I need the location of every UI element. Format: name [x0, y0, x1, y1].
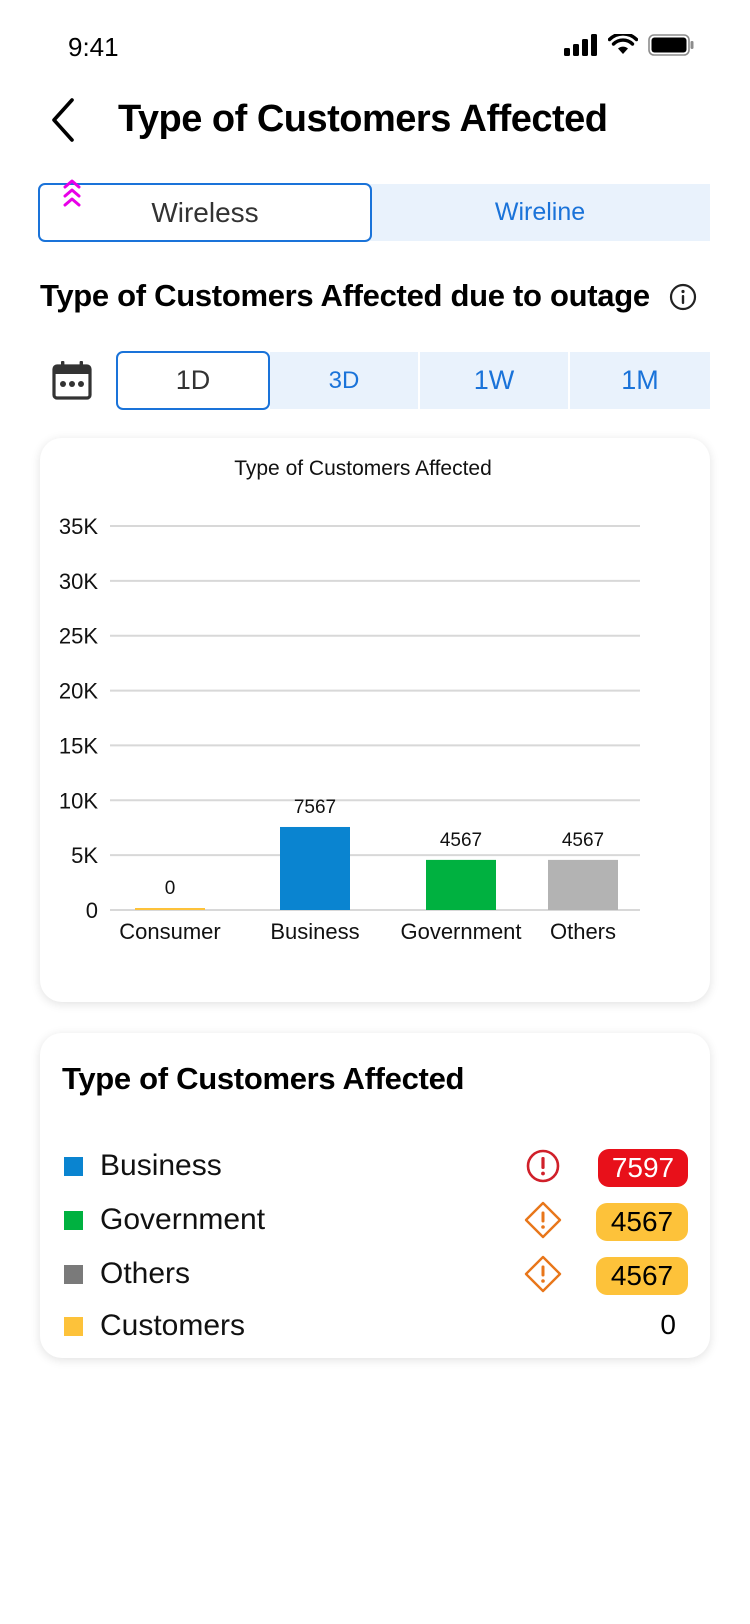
legend-swatch — [64, 1157, 83, 1176]
x-tick-label: Government — [400, 919, 521, 944]
legend-swatch — [64, 1317, 83, 1336]
section-title: Type of Customers Affected due to outage — [40, 278, 650, 313]
legend-row-government[interactable]: Government 4567 — [62, 1199, 688, 1243]
range-1w-label: 1W — [473, 365, 515, 395]
legend-label: Business — [100, 1149, 222, 1182]
y-tick-label: 35K — [59, 514, 98, 539]
range-1d-label: 1D — [175, 365, 211, 395]
y-tick-label: 30K — [59, 569, 98, 594]
data-label: 0 — [165, 878, 176, 899]
legend-swatch — [64, 1265, 83, 1284]
chevrons-up-icon — [63, 179, 81, 207]
y-tick-label: 15K — [59, 733, 98, 758]
bar-others — [548, 859, 618, 910]
x-tick-label: Business — [270, 919, 359, 944]
wifi-icon — [608, 34, 638, 54]
bar-consumer — [135, 908, 205, 910]
data-label: 4567 — [562, 830, 604, 851]
legend-value: 0 — [660, 1309, 676, 1340]
header: Type of Customers Affected — [0, 90, 750, 160]
range-3d-label: 3D — [328, 366, 360, 394]
page-title: Type of Customers Affected — [118, 98, 608, 140]
battery-icon — [648, 34, 694, 56]
legend-title: Type of Customers Affected — [62, 1061, 465, 1096]
bar-chart: Type of Customers Affected 0 5K 10K 15K 20K 25… — [59, 457, 640, 944]
back-button[interactable] — [44, 94, 88, 146]
status-time: 9:41 — [68, 32, 119, 62]
legend-row-customers[interactable]: Customers 0 — [62, 1305, 688, 1349]
cellular-signal-icon — [564, 34, 597, 56]
legend-card: Type of Customers Affected Business 7597… — [40, 1033, 710, 1358]
range-3d[interactable]: 3D — [270, 352, 418, 409]
status-bar: 9:41 — [0, 0, 750, 90]
legend-row-others[interactable]: Others 4567 — [62, 1253, 688, 1297]
legend-swatch — [64, 1211, 83, 1230]
range-1d[interactable]: 1D — [116, 351, 270, 410]
chart-title: Type of Customers Affected — [234, 457, 492, 480]
x-tick-label: Others — [550, 919, 616, 944]
legend-row-business[interactable]: Business 7597 — [62, 1145, 688, 1189]
calendar-icon[interactable] — [52, 360, 92, 400]
y-tick-label: 20K — [59, 679, 98, 704]
tab-wireline[interactable]: Wireline — [370, 184, 710, 241]
critical-alert-icon — [526, 1149, 560, 1183]
status-badge: 4567 — [596, 1257, 688, 1295]
info-icon[interactable] — [668, 282, 698, 312]
tab-wireline-label: Wireline — [494, 198, 586, 226]
range-1m[interactable]: 1M — [570, 352, 710, 409]
range-1m-label: 1M — [621, 365, 659, 395]
range-1w[interactable]: 1W — [420, 352, 568, 409]
status-icons — [564, 34, 694, 56]
warning-alert-icon — [524, 1255, 562, 1293]
chevron-left-icon — [52, 98, 74, 142]
status-badge: 7597 — [598, 1149, 688, 1187]
legend-label: Others — [100, 1257, 191, 1290]
x-tick-label: Consumer — [119, 919, 220, 944]
data-label: 4567 — [440, 830, 482, 851]
legend-label: Government — [100, 1203, 266, 1236]
y-tick-label: 25K — [59, 624, 98, 649]
status-badge: 4567 — [596, 1203, 688, 1241]
data-label: 7567 — [294, 797, 336, 818]
warning-alert-icon — [524, 1201, 562, 1239]
y-tick-label: 0 — [86, 898, 98, 923]
chart-card: Type of Customers Affected 0 5K 10K 15K 20K 25… — [40, 438, 710, 1002]
legend-label: Customers — [100, 1309, 246, 1342]
tab-wireless-label: Wireless — [151, 196, 259, 228]
bar-business — [280, 826, 350, 910]
y-tick-label: 5K — [71, 843, 98, 868]
bar-government — [426, 859, 496, 910]
y-tick-label: 10K — [59, 788, 98, 813]
tab-wireless[interactable]: Wireless — [38, 183, 372, 242]
